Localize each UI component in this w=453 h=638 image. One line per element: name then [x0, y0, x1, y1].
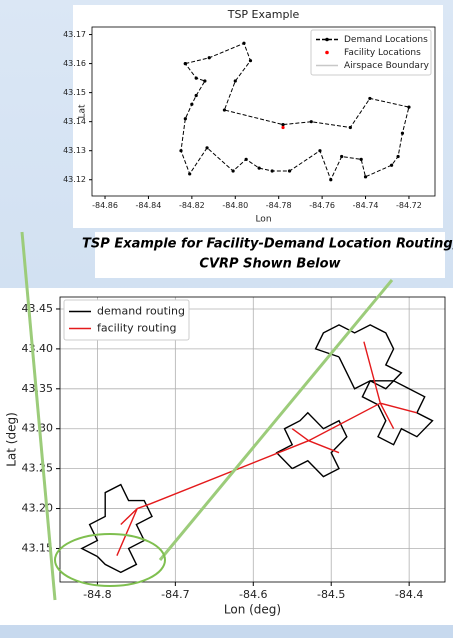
y-tick-label: 43.17: [63, 30, 86, 39]
caption-box: [95, 232, 445, 278]
point: [233, 79, 237, 83]
legend-swatch: [325, 50, 329, 55]
series-line: [80, 324, 434, 574]
x-tick-label: -84.7: [161, 588, 189, 601]
x-tick-label: -84.78: [266, 201, 292, 210]
point: [179, 149, 183, 153]
x-tick-label: -84.6: [239, 588, 267, 601]
point: [242, 41, 246, 45]
x-tick-label: -84.80: [222, 201, 248, 210]
y-tick-label: 43.15: [63, 88, 86, 97]
point: [281, 125, 285, 130]
y-tick-label: 43.30: [22, 422, 54, 435]
x-tick-label: -84.84: [136, 201, 162, 210]
legend-label: Airspace Boundary: [344, 61, 430, 71]
callout-line: [158, 279, 394, 561]
callout-ellipse: [54, 533, 166, 587]
point: [203, 79, 207, 83]
point: [194, 93, 198, 98]
point: [287, 169, 292, 173]
x-tick-label: -84.8: [83, 588, 111, 601]
callout-line: [20, 231, 57, 601]
x-tick-label: -84.82: [179, 201, 205, 210]
x-tick-label: -84.72: [396, 201, 422, 210]
point: [205, 146, 209, 150]
y-tick-label: 43.13: [63, 146, 86, 155]
point: [270, 169, 274, 173]
x-tick-label: -84.74: [353, 201, 379, 210]
x-tick-label: -84.4: [395, 588, 423, 601]
point: [257, 166, 261, 170]
point: [407, 105, 411, 109]
point: [244, 157, 248, 162]
y-tick-label: 43.25: [22, 462, 54, 475]
y-axis-label: Lat: [78, 104, 88, 119]
legend-swatch: [325, 37, 329, 42]
point: [222, 108, 227, 112]
y-axis-label: Lat (deg): [5, 412, 19, 467]
y-tick-label: 43.45: [22, 302, 54, 315]
point: [183, 61, 187, 66]
point: [389, 163, 394, 167]
caption-line: TSP Example for Facility-Demand Location…: [82, 237, 453, 252]
legend-label: demand routing: [97, 305, 185, 318]
y-tick-label: 43.14: [63, 117, 86, 126]
point: [281, 122, 285, 127]
caption-line: CVRP Shown Below: [199, 257, 341, 272]
panel-bottom: [0, 288, 453, 625]
y-tick-label: 43.16: [63, 59, 86, 68]
plots: -84.86 -84.84 -84.82 -84.80 -84.78 -84.76 -84.…: [5, 8, 446, 617]
point: [190, 102, 194, 106]
legend-box: [310, 29, 432, 76]
chart-title: TSP Example: [227, 8, 300, 21]
x-axis-label: Lon: [255, 215, 271, 225]
legend-label: facility routing: [97, 322, 176, 335]
y-tick-label: 43.15: [22, 541, 54, 554]
legend-label: Facility Locations: [344, 48, 421, 58]
point: [207, 56, 211, 60]
point: [363, 175, 368, 179]
point: [194, 76, 198, 80]
point: [231, 169, 235, 173]
point: [340, 154, 344, 159]
point: [396, 154, 400, 159]
x-tick-label: -84.86: [92, 201, 118, 210]
x-axis-label: Lon (deg): [224, 603, 281, 617]
point: [329, 178, 333, 182]
point: [318, 149, 322, 153]
point: [248, 59, 253, 63]
point: [368, 96, 372, 101]
legend-label: Demand Locations: [344, 35, 428, 45]
point: [348, 125, 352, 130]
point: [188, 172, 192, 176]
point: [359, 157, 363, 162]
point: [400, 131, 405, 135]
point: [309, 120, 313, 124]
y-tick-label: 43.12: [63, 175, 86, 184]
point: [183, 117, 187, 121]
x-tick-label: -84.5: [317, 588, 345, 601]
y-tick-label: 43.40: [22, 342, 54, 355]
plot-frame: [91, 26, 436, 197]
x-tick-label: -84.76: [309, 201, 335, 210]
series-line: [116, 341, 418, 556]
legend-box: [63, 299, 190, 341]
plot-frame: [59, 296, 446, 583]
